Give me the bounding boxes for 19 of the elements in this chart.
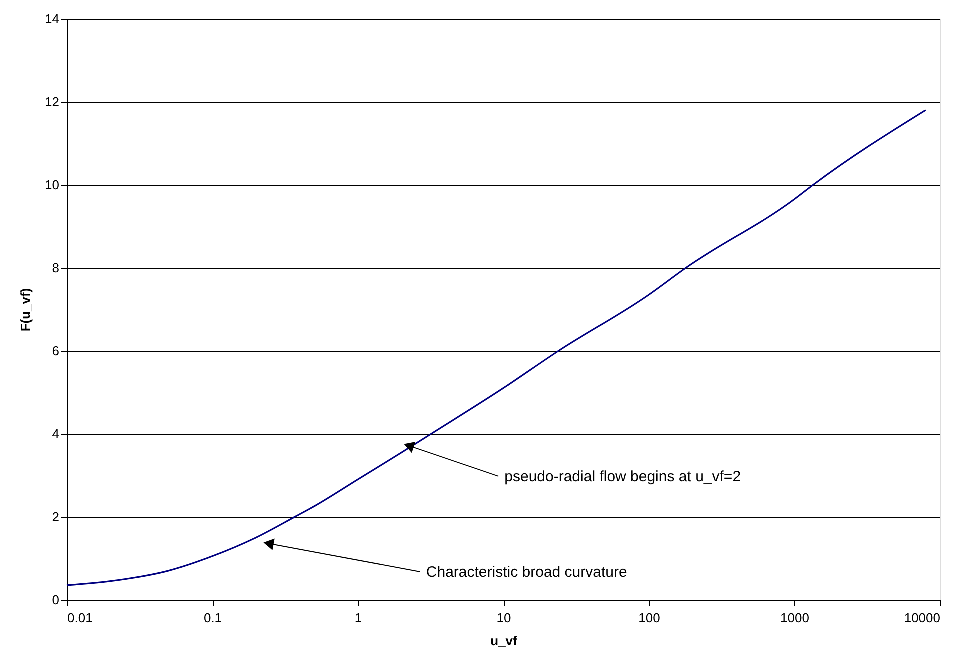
annotation: Characteristic broad curvature (426, 564, 628, 581)
y-tick-label: 2 (52, 510, 60, 524)
y-tick-label: 12 (45, 94, 60, 110)
x-tick-label: 1000 (780, 610, 810, 626)
x-tick-label: 10000 (904, 610, 940, 626)
x-axis-title: u_vf (490, 634, 518, 648)
y-axis-title: F(u_vf) (18, 288, 34, 332)
y-tick-label: 10 (45, 178, 60, 192)
x-tick-label: 10 (496, 610, 512, 626)
annotation: pseudo-radial flow begins at u_vf=2 (504, 468, 742, 486)
y-tick-label: 4 (52, 426, 60, 442)
x-tick-label: 0.1 (204, 610, 222, 626)
x-tick-label: 1 (354, 610, 362, 626)
y-tick-label: 14 (45, 12, 60, 26)
y-tick-label: 0 (52, 592, 60, 608)
y-tick-label: 6 (52, 344, 60, 358)
x-tick-label: 100 (638, 610, 660, 626)
x-tick-label: 0.01 (68, 610, 93, 626)
y-tick-label: 8 (52, 260, 60, 276)
